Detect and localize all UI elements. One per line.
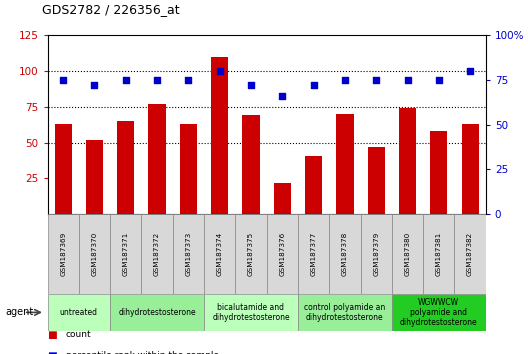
Point [184,77,193,83]
Text: GSM187371: GSM187371 [123,232,129,276]
Text: WGWWCW
polyamide and
dihydrotestosterone: WGWWCW polyamide and dihydrotestosterone [400,297,478,327]
Point [90,82,99,88]
Text: GSM187378: GSM187378 [342,232,348,276]
Bar [86,140,103,214]
Text: GSM187370: GSM187370 [91,232,98,276]
Point [278,93,287,99]
Text: dihydrotestosterone: dihydrotestosterone [118,308,196,317]
Text: GSM187374: GSM187374 [216,232,223,276]
Bar [142,214,173,294]
Point [403,77,412,83]
Point [215,68,224,74]
Bar [54,124,72,214]
Bar [173,214,204,294]
Text: agent: agent [5,307,34,318]
Point [59,77,68,83]
Bar [305,155,322,214]
Bar [204,294,298,331]
Text: percentile rank within the sample: percentile rank within the sample [66,351,219,354]
Text: GSM187382: GSM187382 [467,232,473,276]
Text: GSM187380: GSM187380 [404,232,410,276]
Text: untreated: untreated [60,308,98,317]
Point [247,82,255,88]
Point [435,77,443,83]
Point [153,77,162,83]
Text: GSM187376: GSM187376 [279,232,285,276]
Bar [361,214,392,294]
Text: control polyamide an
dihydrotestosterone: control polyamide an dihydrotestosterone [304,303,385,322]
Bar [367,147,385,214]
Bar [298,214,329,294]
Bar [274,183,291,214]
Bar [235,214,267,294]
Bar [211,57,228,214]
Bar [117,121,135,214]
Text: GSM187379: GSM187379 [373,232,379,276]
Text: ■: ■ [48,330,57,339]
Bar [204,214,235,294]
Bar [267,214,298,294]
Bar [48,214,79,294]
Bar [455,214,486,294]
Bar [430,131,447,214]
Bar [298,294,392,331]
Bar [110,214,142,294]
Bar [461,124,479,214]
Point [466,68,474,74]
Bar [148,104,166,214]
Text: GSM187372: GSM187372 [154,232,160,276]
Text: GSM187377: GSM187377 [310,232,317,276]
Text: GSM187375: GSM187375 [248,232,254,276]
Text: bicalutamide and
dihydrotestosterone: bicalutamide and dihydrotestosterone [212,303,290,322]
Bar [329,214,361,294]
Bar [423,214,455,294]
Bar [392,294,486,331]
Text: count: count [66,330,92,339]
Point [372,77,381,83]
Text: GSM187369: GSM187369 [60,232,66,276]
Bar [336,114,354,214]
Bar [48,294,110,331]
Text: GSM187381: GSM187381 [436,232,442,276]
Bar [242,115,260,214]
Bar [180,124,197,214]
Bar [110,294,204,331]
Text: ■: ■ [48,351,57,354]
Point [121,77,130,83]
Text: GDS2782 / 226356_at: GDS2782 / 226356_at [42,3,180,16]
Bar [399,108,416,214]
Point [309,82,318,88]
Text: GSM187373: GSM187373 [185,232,191,276]
Bar [392,214,423,294]
Point [341,77,349,83]
Bar [79,214,110,294]
